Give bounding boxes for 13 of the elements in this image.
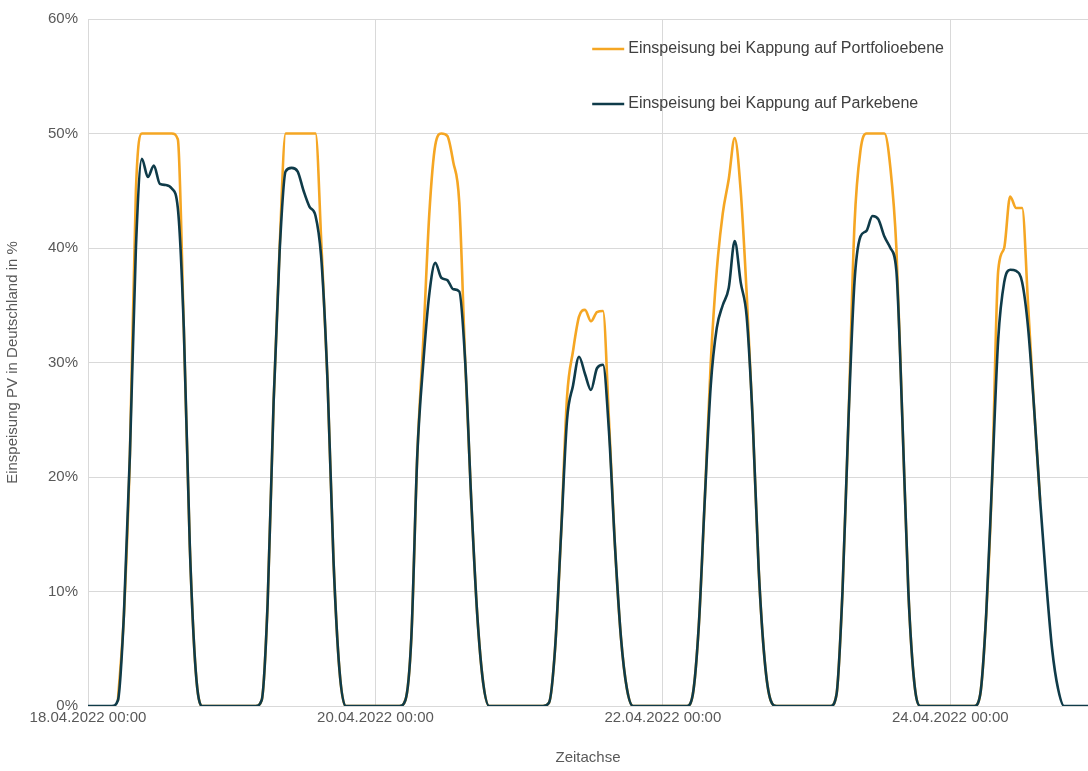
y-tick-label: 40% bbox=[47, 238, 78, 256]
y-tick-label: 30% bbox=[47, 352, 78, 370]
legend-label: Einspeisung bei Kappung auf Portfolioebene bbox=[628, 39, 945, 57]
y-tick-label: 50% bbox=[47, 123, 78, 141]
x-tick-label: 20.04.2022 00:00 bbox=[317, 708, 434, 726]
y-tick-label: 10% bbox=[47, 581, 78, 599]
y-tick-label: 60% bbox=[47, 9, 78, 27]
x-tick-label: 22.04.2022 00:00 bbox=[604, 708, 722, 726]
legend-label: Einspeisung bei Kappung auf Parkebene bbox=[628, 94, 919, 112]
y-axis-title: Einspeisung PV in Deutschland in % bbox=[3, 241, 21, 484]
x-axis-title: Zeitachse bbox=[555, 748, 621, 766]
x-tick-label: 24.04.2022 00:00 bbox=[891, 708, 1009, 726]
y-tick-label: 20% bbox=[47, 467, 78, 485]
